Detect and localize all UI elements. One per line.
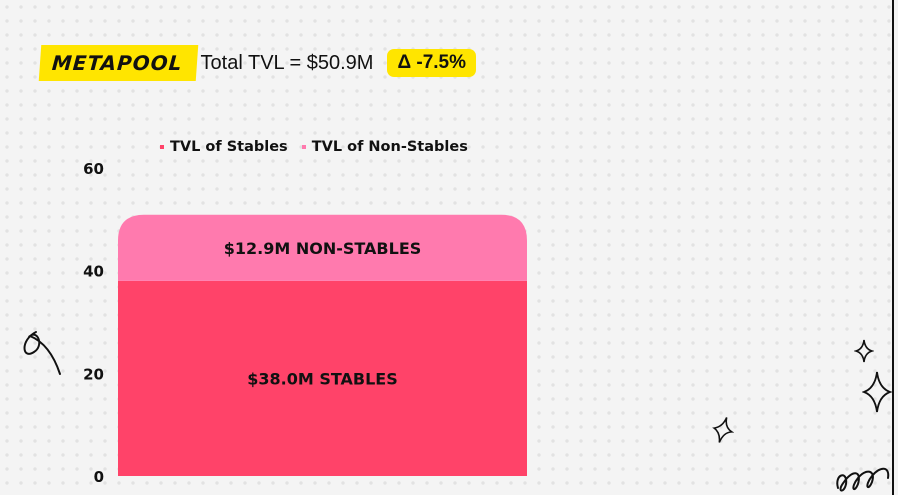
legend-swatch-stables	[160, 145, 164, 149]
legend-item-stables: TVL of Stables	[160, 139, 288, 155]
legend-label-stables: TVL of Stables	[170, 139, 288, 155]
y-tick-label-0: 0	[94, 468, 104, 486]
legend-label-non-stables: TVL of Non-Stables	[311, 139, 468, 155]
loop-scribble-icon	[836, 467, 890, 492]
sparkle-small-icon	[854, 339, 874, 363]
chart-header: METAPOOL Total TVL = $50.9M Δ -7.5%	[38, 45, 477, 81]
squiggle-doodle-icon	[23, 331, 61, 375]
legend-swatch-non-stables	[301, 145, 306, 149]
data-label-stables: $38.0M STABLES	[247, 369, 398, 388]
sparkle-large-icon	[862, 371, 892, 413]
bar-segment-non-stables	[118, 214, 527, 281]
legend-item-non-stables: TVL of Non-Stables	[301, 139, 468, 155]
delta-badge: Δ -7.5%	[387, 49, 477, 77]
frame-border-line	[892, 0, 894, 495]
y-tick-label-3: 60	[83, 160, 104, 178]
y-tick-label-2: 40	[83, 263, 104, 281]
y-tick-label-1: 20	[83, 365, 104, 383]
bar-segment-stables	[118, 280, 527, 476]
chart-legend: TVL of Stables TVL of Non-Stables	[160, 139, 468, 155]
sparkle-tilted-icon	[712, 417, 734, 443]
total-tvl-title: Total TVL = $50.9M	[200, 51, 374, 74]
data-label-non-stables: $12.9M NON-STABLES	[224, 239, 422, 258]
